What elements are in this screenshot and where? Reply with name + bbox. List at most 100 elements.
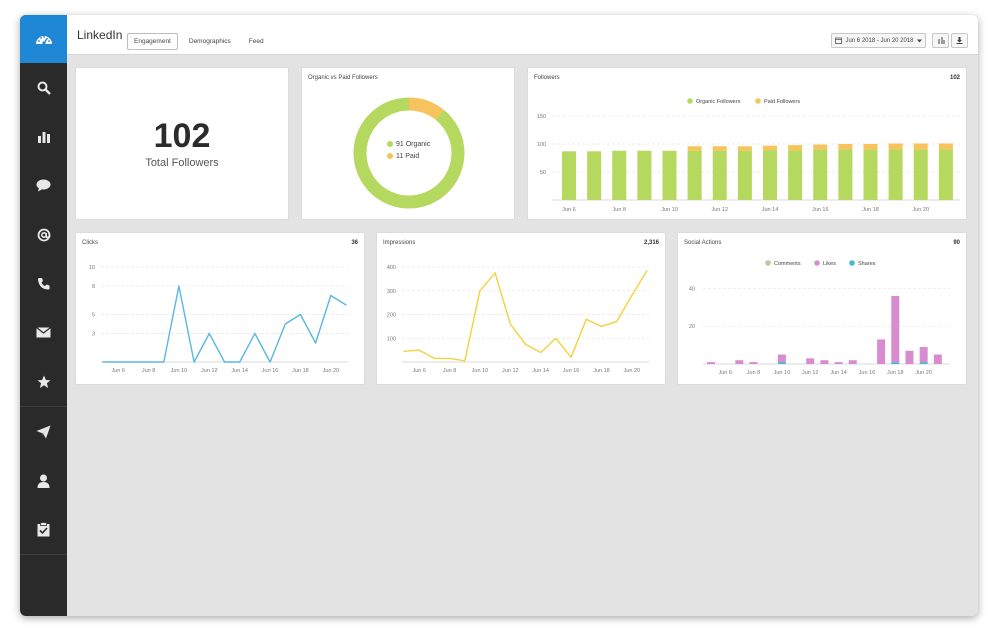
bar-likes (877, 339, 886, 364)
bar-likes (905, 350, 914, 364)
data-point (585, 318, 587, 320)
chart-title: Clicks (82, 240, 98, 246)
sidebar-item-messages[interactable] (20, 161, 67, 210)
clicks-line-chart: 3 5 8 10 Jun 6 Jun 8 Jun 10 Jun 12 Jun 14 Jun 16 J… (89, 265, 348, 374)
social-actions-bar-chart: 20 40 Jun 6 Jun 8 Jun 10 Jun 12 Jun 14 Jun 16 Ju… (689, 260, 950, 376)
x-tick-label: Jun 20 (624, 368, 641, 374)
social-actions-card: Social Actions 90 20 40 Jun 6 Jun 8 Jun 10 Ju… (677, 232, 967, 385)
tab-demographics[interactable]: Demographics (188, 38, 231, 45)
donut-slice-organic (353, 97, 465, 209)
bar-likes (834, 362, 843, 364)
x-tick-label: Jun 12 (502, 368, 519, 374)
donut-label-organic: 91 Organic (396, 141, 431, 148)
tab-feed[interactable]: Feed (248, 38, 264, 45)
x-tick-label: Jun 8 (443, 368, 456, 374)
tab-bar: Engagement Demographics Feed (127, 33, 275, 50)
bar-organic-followers (637, 150, 652, 200)
x-tick-label: Jun 10 (472, 368, 489, 374)
bar-organic-followers (913, 149, 928, 200)
sidebar-item-email[interactable] (20, 308, 67, 357)
legend-label-organic-followers: Organic Followers (696, 99, 741, 105)
caret-down-icon (916, 39, 922, 42)
sidebar-item-calls[interactable] (20, 259, 67, 308)
bar-organic-followers (938, 149, 953, 200)
data-point (223, 361, 226, 363)
bar-organic-followers (763, 150, 777, 200)
app-window: LinkedIn Engagement Demographics Feed Ju… (20, 15, 978, 616)
donut-slice-paid (408, 97, 444, 121)
bar-organic-followers (587, 151, 602, 200)
sidebar-item-dashboard[interactable] (20, 15, 67, 63)
y-tick-label: 20 (689, 324, 695, 330)
y-tick-label: 3 (92, 332, 95, 338)
legend-marker-paid (387, 153, 393, 159)
sidebar-item-tasks[interactable] (20, 505, 67, 554)
sidebar-item-send[interactable] (20, 406, 67, 456)
y-tick-label: 100 (537, 142, 546, 148)
compare-button[interactable] (932, 33, 949, 48)
data-point (433, 357, 435, 360)
data-point (403, 350, 405, 352)
page-title: LinkedIn (77, 28, 123, 42)
data-point (448, 357, 451, 360)
data-point (631, 294, 633, 297)
dashboard-icon (35, 36, 52, 45)
chart-total: 102 (949, 75, 960, 81)
followers-card: Followers 102 50 100 150 Jun 6 Jun 8 Jun 10 Ju… (527, 67, 967, 220)
x-tick-label: Jun 18 (292, 368, 309, 374)
user-icon (37, 474, 50, 488)
sidebar-item-search[interactable] (20, 63, 67, 112)
bar-organic-followers (562, 151, 576, 200)
x-tick-label: Jun 14 (231, 368, 248, 374)
x-tick-label: Jun 16 (812, 207, 829, 213)
download-button[interactable] (951, 33, 968, 48)
download-icon (956, 37, 963, 44)
x-tick-label: Jun 10 (171, 368, 188, 374)
date-range-label: Jun 6 2018 - Jun 20 2018 (845, 37, 914, 44)
bar-paid-followers (788, 145, 803, 151)
legend-marker-organic (387, 141, 393, 147)
data-point (509, 323, 511, 325)
bar-likes (820, 360, 829, 364)
bar-paid-followers (938, 143, 953, 150)
y-tick-label: 40 (689, 286, 695, 292)
data-point (163, 361, 165, 363)
x-tick-label: Jun 20 (323, 368, 340, 374)
clicks-card: Clicks 36 3 5 8 10 Jun 6 Jun 8 Jun 10 Jun 12 Jun… (75, 232, 365, 385)
chart-title: Social Actions (684, 240, 722, 246)
bar-likes (735, 360, 744, 364)
chart-title: Organic vs Paid Followers (308, 75, 378, 81)
compare-icon (938, 37, 944, 44)
y-tick-label: 200 (387, 313, 396, 319)
y-tick-label: 300 (387, 289, 396, 295)
data-point (646, 269, 648, 272)
legend-label-likes: Likes (823, 261, 836, 267)
chart-title: Impressions (383, 240, 416, 246)
sidebar-item-favorites[interactable] (20, 357, 67, 406)
x-tick-label: Jun 8 (142, 368, 155, 374)
x-tick-label: Jun 12 (711, 207, 728, 213)
top-bar: LinkedIn Engagement Demographics Feed Ju… (67, 15, 978, 55)
x-tick-label: Jun 20 (915, 370, 932, 376)
data-point (479, 290, 481, 292)
sidebar-item-mentions[interactable] (20, 210, 67, 259)
sidebar-item-reports[interactable] (20, 112, 67, 161)
date-range-picker[interactable]: Jun 6 2018 - Jun 20 2018 (831, 33, 926, 48)
data-point (600, 325, 603, 327)
bar-organic-followers (687, 150, 702, 200)
data-point (555, 337, 557, 339)
bar-likes (749, 362, 758, 364)
bar-paid-followers (888, 143, 903, 150)
x-tick-label: Jun 18 (887, 370, 904, 376)
data-point (464, 360, 466, 362)
y-tick-label: 150 (537, 114, 546, 120)
x-tick-label: Jun 6 (562, 207, 575, 213)
x-tick-label: Jun 8 (747, 370, 760, 376)
chart-title: Followers (534, 75, 560, 81)
bar-organic-followers (612, 150, 627, 200)
data-point (524, 343, 527, 345)
data-point (208, 332, 210, 335)
bar-paid-followers (712, 146, 727, 151)
tab-engagement[interactable]: Engagement (127, 33, 178, 50)
sidebar-item-profile[interactable] (20, 456, 67, 505)
